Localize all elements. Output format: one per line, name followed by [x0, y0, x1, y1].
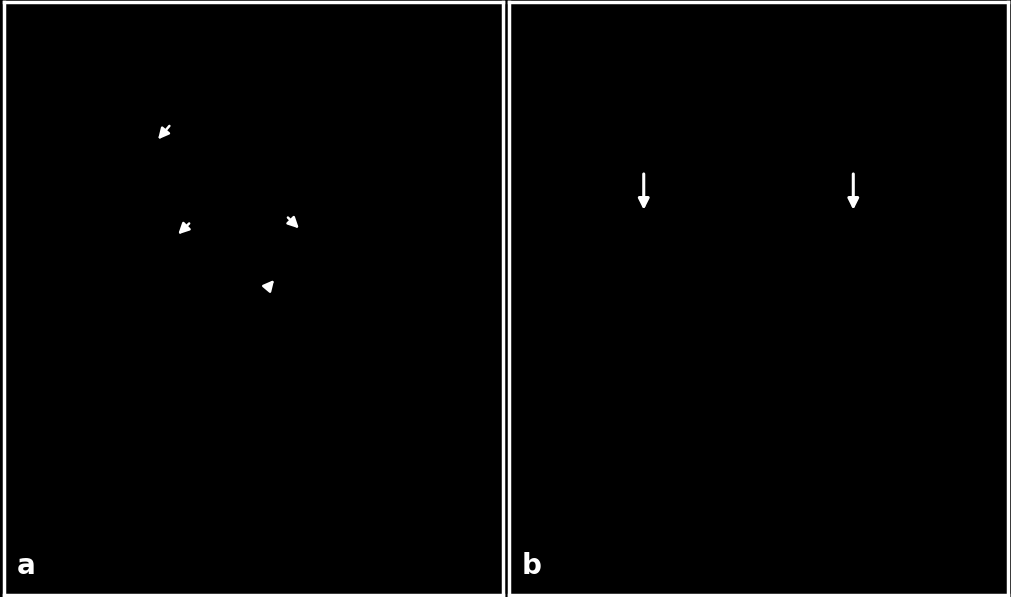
Text: b: b: [521, 552, 541, 580]
Text: a: a: [16, 552, 35, 580]
